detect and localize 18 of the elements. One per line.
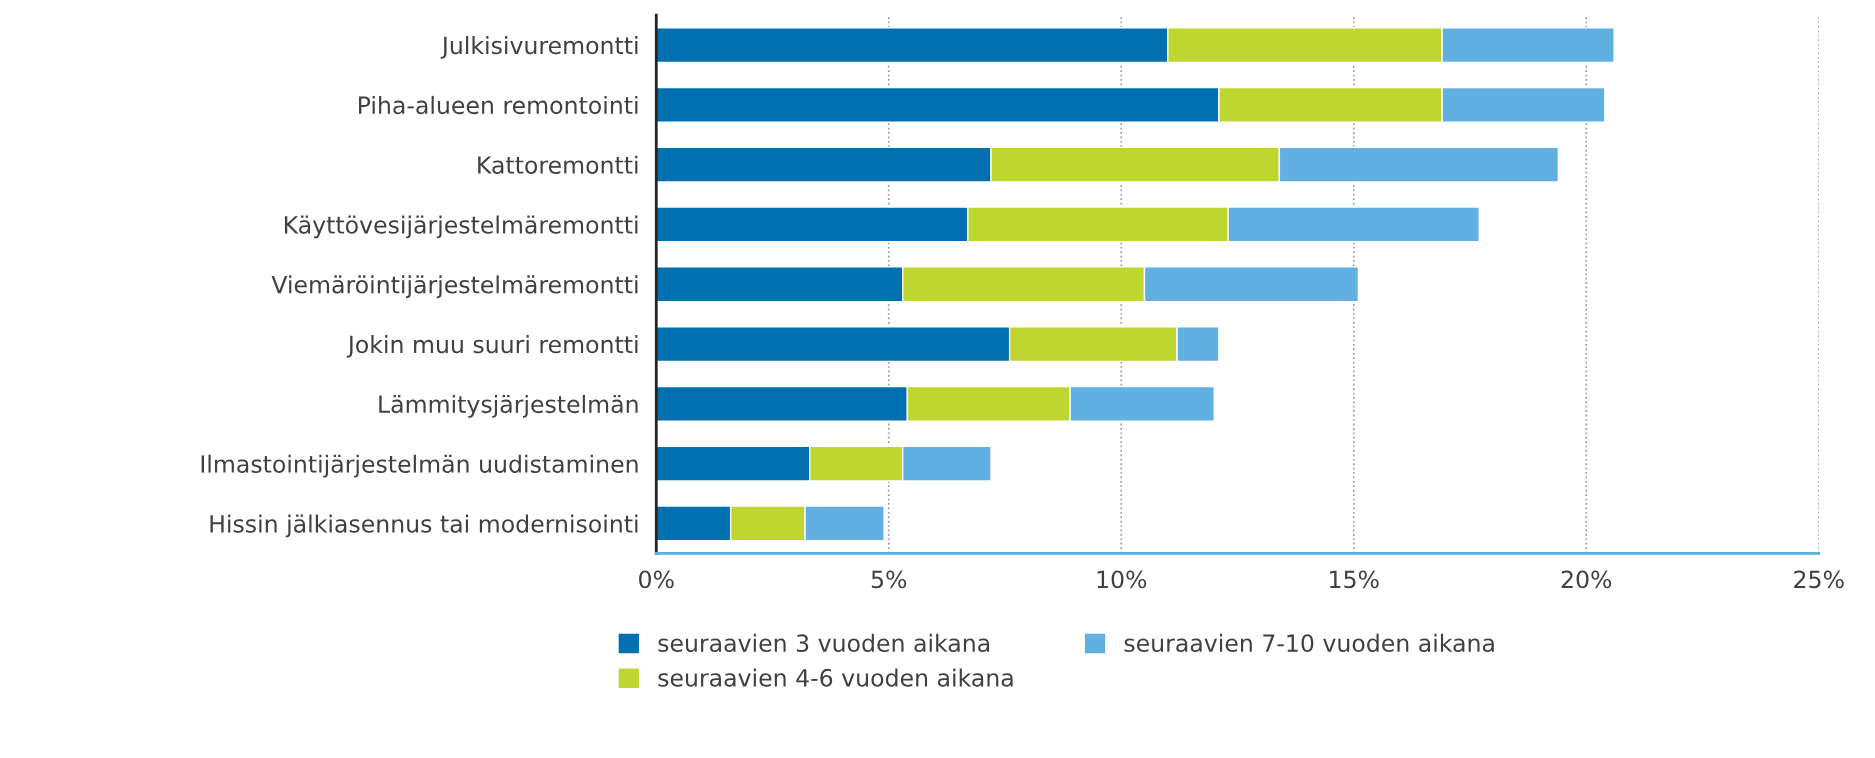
y-tick-label: Jokin muu suuri remontti (346, 335, 638, 358)
x-tick-label: 15% (1330, 570, 1379, 589)
x-tick-label: 25% (1794, 570, 1844, 589)
y-tick-label: Lämmitysjärjestelmän (379, 394, 638, 418)
x-tick-label: 10% (1097, 570, 1147, 589)
y-tick-label: Julkisivuremontti (440, 36, 638, 59)
y-tick-label: Hissin jälkiasennus tai modernisointi (210, 514, 638, 538)
x-tick-label: 0% (639, 570, 674, 589)
legend-label: seuraavien 3 vuoden aikana (658, 633, 990, 653)
legend-label: seuraavien 7-10 vuoden aikana (1124, 633, 1494, 653)
x-tick-label: 5% (871, 570, 907, 589)
y-tick-label: Viemäröintijärjestelmäremontti (271, 275, 638, 299)
legend-label: seuraavien 4-6 vuoden aikana (658, 668, 1013, 687)
y-tick-label: Ilmastointijärjestelmän uudistaminen (201, 454, 638, 478)
y-tick-label: Piha-alueen remontointi (359, 95, 638, 115)
x-tick-label: 20% (1561, 570, 1612, 589)
y-tick-label: Käyttövesijärjestelmäremontti (284, 215, 638, 239)
y-tick-label: Kattoremontti (478, 155, 638, 174)
